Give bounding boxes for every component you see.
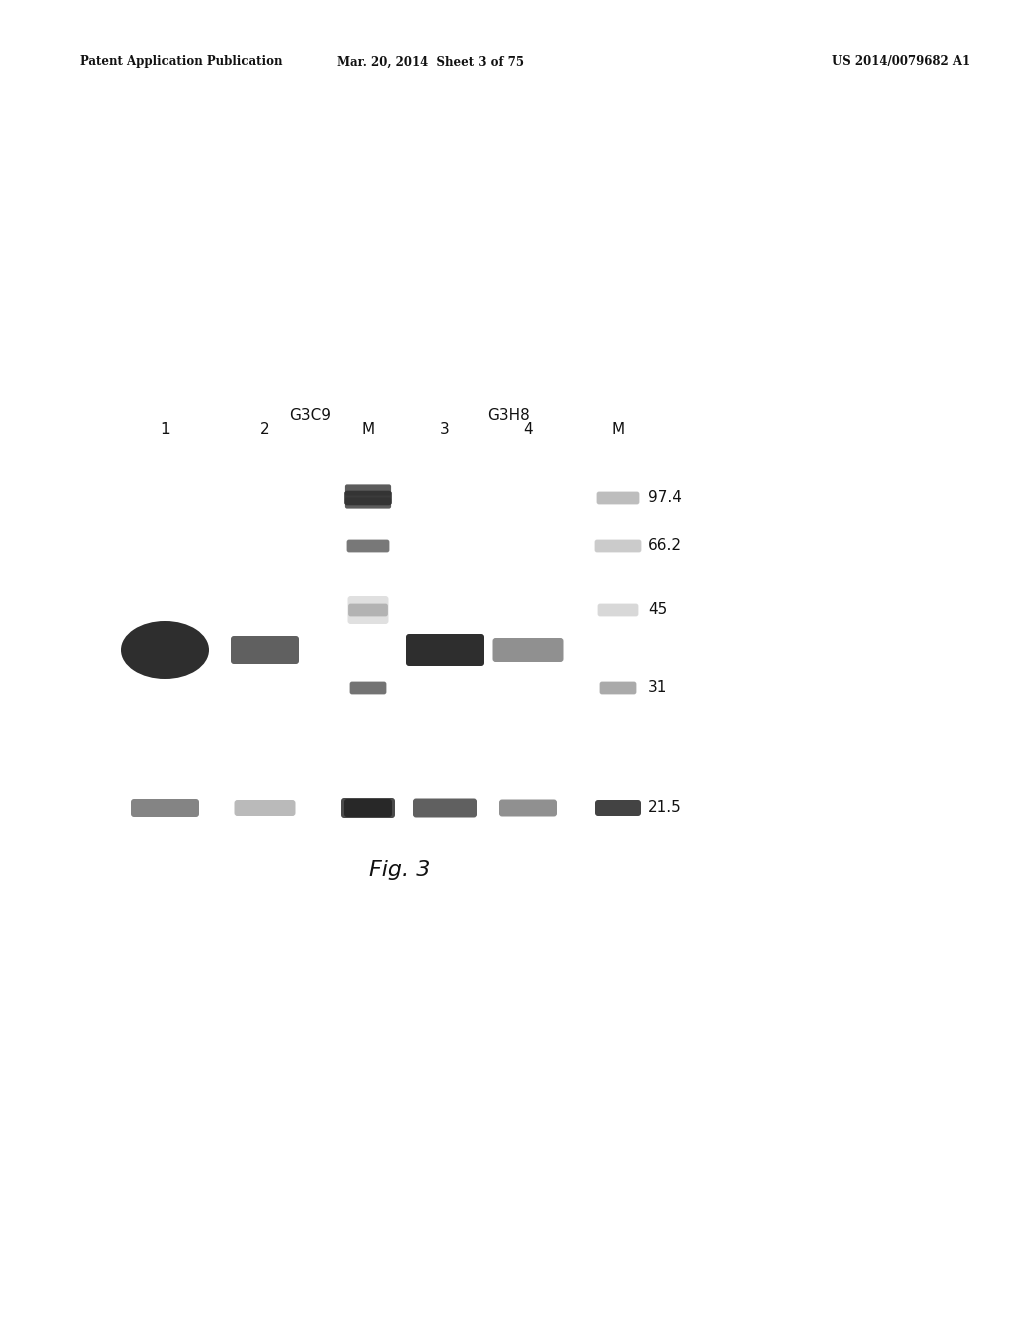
Text: 2: 2 <box>260 422 269 437</box>
Text: US 2014/0079682 A1: US 2014/0079682 A1 <box>833 55 970 69</box>
FancyBboxPatch shape <box>345 498 391 508</box>
FancyBboxPatch shape <box>348 603 388 616</box>
FancyBboxPatch shape <box>595 540 641 552</box>
FancyBboxPatch shape <box>597 491 639 504</box>
Text: 21.5: 21.5 <box>648 800 682 816</box>
FancyBboxPatch shape <box>499 800 557 817</box>
Text: 45: 45 <box>648 602 668 618</box>
Text: 1: 1 <box>160 422 170 437</box>
Text: 3: 3 <box>440 422 450 437</box>
FancyBboxPatch shape <box>345 484 391 495</box>
FancyBboxPatch shape <box>347 597 388 624</box>
FancyBboxPatch shape <box>349 681 386 694</box>
Text: 31: 31 <box>648 681 668 696</box>
FancyBboxPatch shape <box>406 634 484 667</box>
FancyBboxPatch shape <box>344 491 392 506</box>
Text: G3C9: G3C9 <box>289 408 331 422</box>
Text: M: M <box>611 422 625 437</box>
Text: 4: 4 <box>523 422 532 437</box>
Ellipse shape <box>121 620 209 678</box>
Text: 97.4: 97.4 <box>648 491 682 506</box>
Text: G3H8: G3H8 <box>486 408 529 422</box>
FancyBboxPatch shape <box>234 800 296 816</box>
Text: M: M <box>361 422 375 437</box>
Text: Fig. 3: Fig. 3 <box>370 861 431 880</box>
FancyBboxPatch shape <box>341 799 395 818</box>
Text: Patent Application Publication: Patent Application Publication <box>80 55 283 69</box>
FancyBboxPatch shape <box>344 491 392 506</box>
FancyBboxPatch shape <box>600 681 636 694</box>
FancyBboxPatch shape <box>231 636 299 664</box>
FancyBboxPatch shape <box>346 540 389 552</box>
FancyBboxPatch shape <box>344 799 392 817</box>
FancyBboxPatch shape <box>493 638 563 663</box>
Text: 66.2: 66.2 <box>648 539 682 553</box>
FancyBboxPatch shape <box>413 799 477 817</box>
FancyBboxPatch shape <box>131 799 199 817</box>
Text: Mar. 20, 2014  Sheet 3 of 75: Mar. 20, 2014 Sheet 3 of 75 <box>337 55 523 69</box>
FancyBboxPatch shape <box>598 603 638 616</box>
FancyBboxPatch shape <box>595 800 641 816</box>
